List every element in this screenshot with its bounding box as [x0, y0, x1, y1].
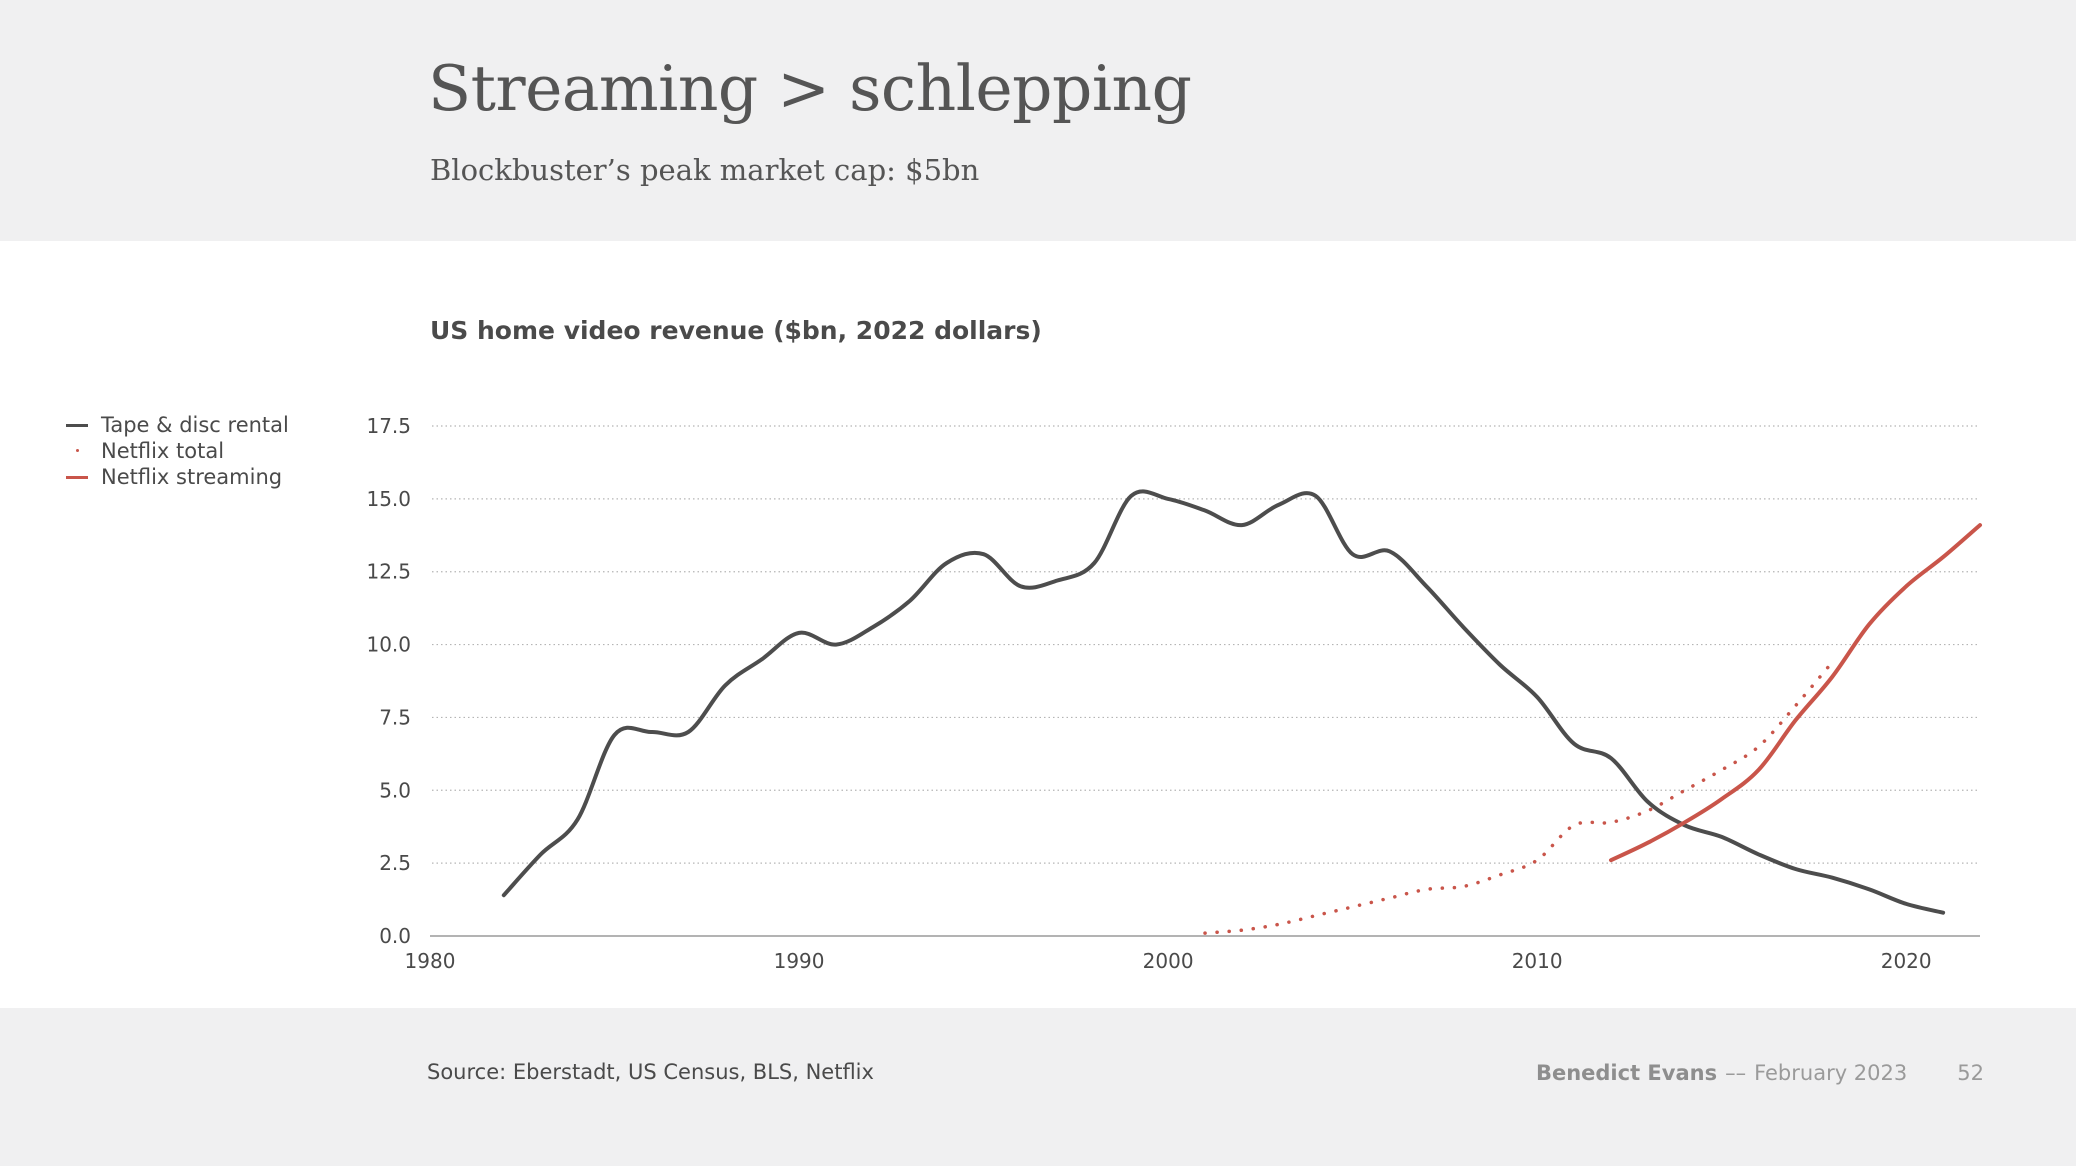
series-line-tape-disc-rental [501, 489, 1946, 915]
footer-band [0, 1008, 2076, 1166]
slide-date: February 2023 [1754, 1061, 1908, 1085]
legend-label-netflix-streaming: Netflix streaming [101, 465, 283, 489]
legend-label-netflix-total: Netflix total [101, 439, 225, 463]
chart-legend: Tape & disc rental Netflix total Netflix… [66, 412, 289, 490]
y-tick-label: 7.5 [379, 705, 411, 729]
legend-item-netflix-total: Netflix total [66, 438, 289, 464]
x-tick-label: 1980 [405, 949, 456, 973]
x-tick-label: 2000 [1143, 949, 1194, 973]
x-tick-label: 2010 [1512, 949, 1563, 973]
legend-item-netflix-streaming: Netflix streaming [66, 464, 289, 490]
y-tick-label: 2.5 [379, 851, 411, 875]
legend-swatch-rental [66, 424, 88, 427]
series-line-netflix-total [1203, 660, 1835, 935]
legend-swatch-netflix-total [76, 449, 79, 452]
y-tick-label: 5.0 [379, 778, 411, 802]
legend-swatch-netflix-streaming [66, 476, 88, 479]
slide-subtitle: Blockbuster’s peak market cap: $5bn [430, 153, 980, 187]
header-band [0, 0, 2076, 241]
author-name: Benedict Evans [1535, 1061, 1718, 1085]
y-tick-label: 15.0 [366, 487, 411, 511]
legend-item-rental: Tape & disc rental [66, 412, 289, 438]
x-tick-label: 1990 [774, 949, 825, 973]
line-chart: 0.0 2.5 5.0 7.5 10.0 12.5 15.0 17.5 1980 1990 2000… [366, 414, 1982, 973]
legend-label-rental: Tape & disc rental [101, 413, 289, 437]
source-note: Source: Eberstadt, US Census, BLS, Netfl… [427, 1060, 874, 1084]
byline: Benedict Evans –– February 2023 52 [1536, 1061, 1984, 1085]
y-tick-label: 10.0 [366, 633, 411, 657]
series-line-netflix-streaming [1609, 523, 1982, 863]
x-tick-label: 2020 [1881, 949, 1932, 973]
page-number: 52 [1957, 1061, 1984, 1085]
byline-separator: –– [1725, 1061, 1747, 1085]
y-tick-label: 17.5 [366, 414, 411, 438]
y-tick-label: 12.5 [366, 560, 411, 584]
y-tick-label: 0.0 [379, 924, 411, 948]
chart-title: US home video revenue ($bn, 2022 dollars… [430, 316, 1042, 345]
slide-title: Streaming > schlepping [428, 52, 1192, 125]
